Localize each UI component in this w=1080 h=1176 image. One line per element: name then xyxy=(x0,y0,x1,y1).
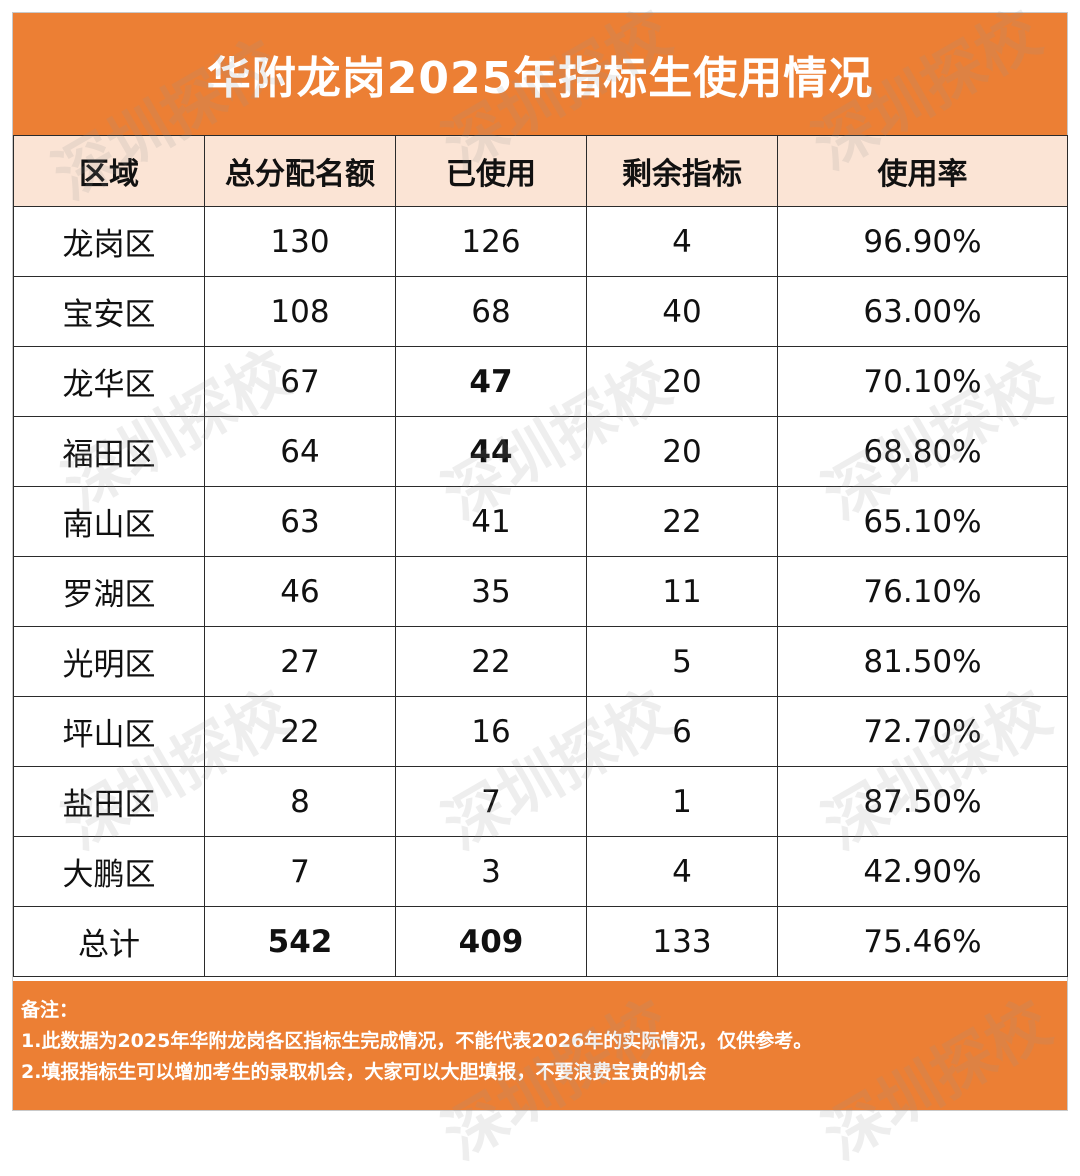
cell-remaining: 5 xyxy=(586,626,778,697)
table-row: 罗湖区 46 35 11 76.10% xyxy=(13,556,1068,627)
cell-total: 46 xyxy=(204,556,396,627)
table-row: 盐田区 8 7 1 87.50% xyxy=(13,766,1068,837)
document-frame: 华附龙岗2025年指标生使用情况 区域 总分配名额 已使用 剩余指标 使用率 龙… xyxy=(12,12,1068,1111)
cell-remaining: 20 xyxy=(586,416,778,487)
cell-rate: 81.50% xyxy=(777,626,1068,697)
header-used: 已使用 xyxy=(395,135,587,207)
table-row: 坪山区 22 16 6 72.70% xyxy=(13,696,1068,767)
cell-used: 41 xyxy=(395,486,587,557)
cell-total: 27 xyxy=(204,626,396,697)
header-region: 区域 xyxy=(13,135,205,207)
table-row: 大鹏区 7 3 4 42.90% xyxy=(13,836,1068,907)
notes-line-1: 1.此数据为2025年华附龙岗各区指标生完成情况，不能代表2026年的实际情况，… xyxy=(21,1030,813,1052)
notes-line-2: 2.填报指标生可以增加考生的录取机会，大家可以大胆填报，不要浪费宝贵的机会 xyxy=(21,1061,707,1083)
cell-remaining: 6 xyxy=(586,696,778,767)
cell-remaining: 11 xyxy=(586,556,778,627)
cell-region: 大鹏区 xyxy=(13,836,205,907)
header-remaining: 剩余指标 xyxy=(586,135,778,207)
cell-region: 坪山区 xyxy=(13,696,205,767)
cell-rate: 87.50% xyxy=(777,766,1068,837)
cell-region: 龙岗区 xyxy=(13,206,205,277)
cell-rate: 72.70% xyxy=(777,696,1068,767)
cell-total: 8 xyxy=(204,766,396,837)
notes-panel: 备注： 1.此数据为2025年华附龙岗各区指标生完成情况，不能代表2026年的实… xyxy=(13,981,1067,1110)
cell-remaining: 4 xyxy=(586,206,778,277)
table-row: 龙岗区 130 126 4 96.90% xyxy=(13,206,1068,277)
table-row: 福田区 64 44 20 68.80% xyxy=(13,416,1068,487)
cell-used: 409 xyxy=(395,906,587,977)
cell-rate: 96.90% xyxy=(777,206,1068,277)
cell-region: 总计 xyxy=(13,906,205,977)
cell-used: 7 xyxy=(395,766,587,837)
cell-total: 63 xyxy=(204,486,396,557)
cell-total: 64 xyxy=(204,416,396,487)
cell-rate: 63.00% xyxy=(777,276,1068,347)
cell-total: 22 xyxy=(204,696,396,767)
table-row: 宝安区 108 68 40 63.00% xyxy=(13,276,1068,347)
cell-total: 67 xyxy=(204,346,396,417)
page-title: 华附龙岗2025年指标生使用情况 xyxy=(206,53,874,104)
cell-total: 130 xyxy=(204,206,396,277)
cell-used: 22 xyxy=(395,626,587,697)
cell-region: 福田区 xyxy=(13,416,205,487)
cell-used: 44 xyxy=(395,416,587,487)
cell-used: 68 xyxy=(395,276,587,347)
cell-region: 光明区 xyxy=(13,626,205,697)
cell-remaining: 1 xyxy=(586,766,778,837)
cell-region: 南山区 xyxy=(13,486,205,557)
cell-used: 47 xyxy=(395,346,587,417)
cell-used: 3 xyxy=(395,836,587,907)
cell-used: 16 xyxy=(395,696,587,767)
cell-total: 542 xyxy=(204,906,396,977)
table-row: 南山区 63 41 22 65.10% xyxy=(13,486,1068,557)
cell-rate: 70.10% xyxy=(777,346,1068,417)
header-rate: 使用率 xyxy=(777,135,1068,207)
cell-rate: 76.10% xyxy=(777,556,1068,627)
table-row: 龙华区 67 47 20 70.10% xyxy=(13,346,1068,417)
cell-region: 宝安区 xyxy=(13,276,205,347)
table-row: 光明区 27 22 5 81.50% xyxy=(13,626,1068,697)
title-bar: 华附龙岗2025年指标生使用情况 xyxy=(13,13,1067,135)
quota-table: 区域 总分配名额 已使用 剩余指标 使用率 龙岗区 130 126 4 96.9… xyxy=(13,135,1068,977)
table-total-row: 总计 542 409 133 75.46% xyxy=(13,906,1068,977)
cell-region: 龙华区 xyxy=(13,346,205,417)
cell-remaining: 133 xyxy=(586,906,778,977)
cell-rate: 65.10% xyxy=(777,486,1068,557)
cell-total: 108 xyxy=(204,276,396,347)
cell-remaining: 40 xyxy=(586,276,778,347)
cell-region: 罗湖区 xyxy=(13,556,205,627)
cell-used: 126 xyxy=(395,206,587,277)
cell-remaining: 4 xyxy=(586,836,778,907)
cell-region: 盐田区 xyxy=(13,766,205,837)
cell-remaining: 20 xyxy=(586,346,778,417)
cell-used: 35 xyxy=(395,556,587,627)
header-total: 总分配名额 xyxy=(204,135,396,207)
cell-remaining: 22 xyxy=(586,486,778,557)
cell-rate: 42.90% xyxy=(777,836,1068,907)
notes-heading: 备注： xyxy=(21,999,79,1021)
cell-rate: 68.80% xyxy=(777,416,1068,487)
cell-rate: 75.46% xyxy=(777,906,1068,977)
cell-total: 7 xyxy=(204,836,396,907)
table-header-row: 区域 总分配名额 已使用 剩余指标 使用率 xyxy=(13,135,1068,207)
